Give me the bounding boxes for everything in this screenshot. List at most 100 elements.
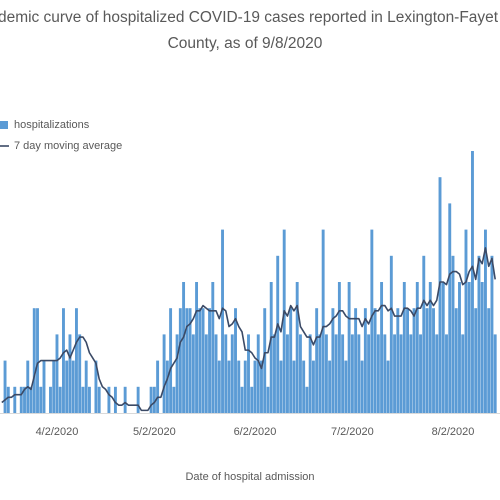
bar bbox=[36, 308, 39, 413]
legend-label: hospitalizations bbox=[14, 119, 90, 131]
bar bbox=[185, 308, 189, 413]
legend-label: 7 day moving average bbox=[14, 140, 122, 152]
bar bbox=[347, 282, 351, 413]
bar bbox=[149, 386, 153, 413]
bar bbox=[419, 334, 422, 413]
bar bbox=[172, 386, 176, 413]
bar bbox=[211, 282, 215, 413]
bar bbox=[399, 334, 403, 413]
bar bbox=[250, 386, 254, 413]
bar bbox=[341, 334, 345, 413]
bar bbox=[71, 360, 75, 413]
bar bbox=[415, 282, 419, 413]
bar bbox=[354, 308, 358, 413]
bar bbox=[438, 177, 442, 413]
bar bbox=[318, 334, 322, 413]
bar bbox=[52, 360, 56, 413]
bar bbox=[461, 334, 465, 413]
bar bbox=[360, 360, 364, 413]
bar bbox=[42, 360, 46, 413]
bar bbox=[123, 386, 127, 413]
bar bbox=[29, 386, 33, 413]
bar bbox=[87, 386, 91, 413]
bar bbox=[208, 308, 211, 413]
bar bbox=[240, 386, 244, 413]
bar bbox=[425, 308, 429, 413]
bar bbox=[191, 334, 195, 413]
bar bbox=[78, 334, 82, 413]
bar bbox=[13, 386, 17, 413]
bar bbox=[467, 282, 471, 413]
bar bbox=[305, 386, 309, 413]
bar bbox=[471, 151, 474, 413]
bar bbox=[214, 334, 218, 413]
bar bbox=[428, 282, 432, 413]
bar bbox=[19, 386, 23, 413]
bar bbox=[357, 334, 361, 413]
bar bbox=[409, 334, 413, 413]
bar bbox=[493, 334, 497, 413]
bar bbox=[273, 334, 276, 413]
bar bbox=[49, 386, 52, 413]
bar bbox=[454, 308, 458, 413]
bar bbox=[367, 334, 371, 413]
bar bbox=[217, 360, 221, 413]
chart-title: County, as of 9/8/2020 bbox=[168, 35, 323, 52]
bar bbox=[396, 308, 400, 413]
bar bbox=[311, 360, 315, 413]
bar bbox=[136, 386, 140, 413]
bar bbox=[266, 386, 270, 413]
bar bbox=[315, 308, 319, 413]
bar bbox=[308, 334, 312, 413]
bar bbox=[178, 308, 182, 413]
bar bbox=[445, 334, 448, 413]
bar bbox=[97, 386, 101, 413]
bar bbox=[487, 308, 491, 413]
bar bbox=[263, 308, 267, 413]
bar bbox=[441, 282, 445, 413]
bar bbox=[84, 360, 88, 413]
bar bbox=[289, 308, 293, 413]
bar bbox=[402, 282, 406, 413]
bar bbox=[32, 308, 36, 413]
bar bbox=[234, 308, 237, 413]
bar bbox=[370, 229, 374, 413]
x-tick-label: 6/2/2020 bbox=[234, 426, 277, 438]
bar bbox=[477, 255, 481, 413]
chart-title: demic curve of hospitalized COVID-19 cas… bbox=[0, 9, 499, 26]
bar bbox=[152, 386, 156, 413]
bar bbox=[243, 360, 247, 413]
bar bbox=[182, 282, 186, 413]
bar bbox=[448, 203, 452, 413]
bar bbox=[464, 229, 468, 413]
bar bbox=[480, 282, 484, 413]
bar bbox=[376, 334, 380, 413]
bar bbox=[393, 334, 397, 413]
bar bbox=[23, 386, 26, 413]
bar bbox=[175, 334, 179, 413]
bar bbox=[435, 334, 439, 413]
bar bbox=[458, 282, 461, 413]
bar bbox=[389, 255, 393, 413]
bar bbox=[302, 360, 306, 413]
bar bbox=[198, 308, 202, 413]
bar bbox=[363, 308, 367, 413]
bar bbox=[195, 282, 199, 413]
bar bbox=[68, 334, 72, 413]
bar bbox=[221, 229, 224, 413]
bar bbox=[380, 282, 384, 413]
bar bbox=[188, 308, 192, 413]
bar bbox=[334, 334, 338, 413]
bar bbox=[490, 255, 494, 413]
bar bbox=[328, 360, 332, 413]
bar bbox=[350, 334, 354, 413]
bar bbox=[55, 334, 59, 413]
bar bbox=[331, 308, 335, 413]
bar bbox=[295, 282, 299, 413]
bar bbox=[204, 334, 208, 413]
bar bbox=[107, 386, 111, 413]
bar bbox=[6, 386, 10, 413]
bar bbox=[260, 360, 263, 413]
